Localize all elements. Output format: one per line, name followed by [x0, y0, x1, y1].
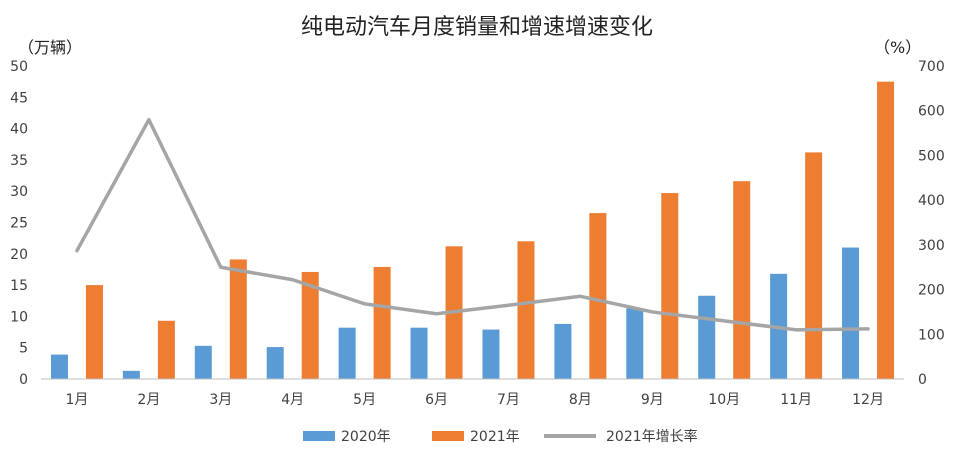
y-tick-label: 35 [10, 153, 28, 169]
y-axis-label: （万辆） [18, 38, 82, 57]
y-tick-label: 50 [10, 59, 28, 75]
legend-label-1: 2020年 [341, 429, 391, 445]
chart-title: 纯电动汽车月度销量和增速增速变化 [301, 15, 653, 40]
y-tick-label: 20 [10, 247, 28, 263]
x-tick-label: 2月 [137, 392, 160, 408]
x-tick-label: 3月 [209, 392, 232, 408]
bar-2020-5 [339, 328, 356, 379]
bar-2021-12 [877, 82, 894, 379]
y2-tick-label: 700 [918, 59, 945, 75]
y-tick-label: 25 [10, 216, 28, 232]
bar-2020-3 [195, 346, 212, 379]
bar-2020-12 [842, 248, 859, 379]
x-tick-label: 12月 [852, 392, 884, 408]
legend: 2020年 2021年 2021年增长率 [303, 428, 698, 445]
bar-2020-10 [698, 296, 715, 379]
y-tick-label: 30 [10, 184, 28, 200]
x-tick-label: 9月 [641, 392, 664, 408]
bar-2021-3 [230, 259, 247, 379]
bar-2021-9 [661, 193, 678, 379]
y2-tick-label: 300 [918, 238, 945, 254]
bar-2021-2 [158, 321, 175, 379]
legend-label-2: 2021年 [470, 429, 520, 445]
x-axis-ticks: 1月 2月 3月 4月 5月 6月 7月 8月 9月 10月 11月 12月 [65, 392, 883, 408]
bar-2021-7 [517, 241, 534, 379]
y-tick-label: 45 [10, 90, 28, 106]
bar-2020-8 [554, 324, 571, 379]
y2-tick-label: 400 [918, 193, 945, 209]
x-tick-label: 11月 [780, 392, 812, 408]
bar-2021-1 [86, 285, 103, 379]
bar-2020-6 [411, 328, 428, 379]
bar-2020-2 [123, 371, 140, 379]
x-tick-label: 8月 [569, 392, 592, 408]
y2-tick-label: 0 [918, 372, 927, 388]
y-tick-label: 0 [19, 372, 28, 388]
y-tick-label: 15 [10, 278, 28, 294]
bar-2020-4 [267, 347, 284, 379]
legend-swatch-2 [432, 431, 464, 441]
x-tick-label: 1月 [65, 392, 88, 408]
y2-axis-label: （%） [874, 38, 921, 57]
y-tick-label: 5 [19, 341, 28, 357]
x-tick-label: 10月 [708, 392, 740, 408]
x-tick-label: 5月 [353, 392, 376, 408]
bar-2020-1 [51, 355, 68, 379]
bar-2021-8 [589, 213, 606, 379]
y2-tick-label: 600 [918, 104, 945, 120]
x-tick-label: 7月 [497, 392, 520, 408]
y-tick-label: 40 [10, 122, 28, 138]
legend-swatch-1 [303, 431, 335, 441]
x-tick-label: 4月 [281, 392, 304, 408]
bar-series-group [51, 82, 894, 379]
legend-label-3: 2021年增长率 [606, 428, 698, 445]
y2-tick-label: 500 [918, 148, 945, 164]
y2-axis-ticks: 0 100 200 300 400 500 600 700 [918, 59, 945, 388]
y-axis-ticks: 0 5 10 15 20 25 30 35 40 45 50 [10, 59, 28, 388]
bar-2020-9 [626, 308, 643, 379]
bar-2021-10 [733, 181, 750, 379]
y2-tick-label: 200 [918, 283, 945, 299]
bar-2020-7 [482, 330, 499, 379]
x-tick-label: 6月 [425, 392, 448, 408]
y-tick-label: 10 [10, 309, 28, 325]
bar-2021-11 [805, 152, 822, 379]
bar-2021-5 [374, 267, 391, 379]
y2-tick-label: 100 [918, 327, 945, 343]
